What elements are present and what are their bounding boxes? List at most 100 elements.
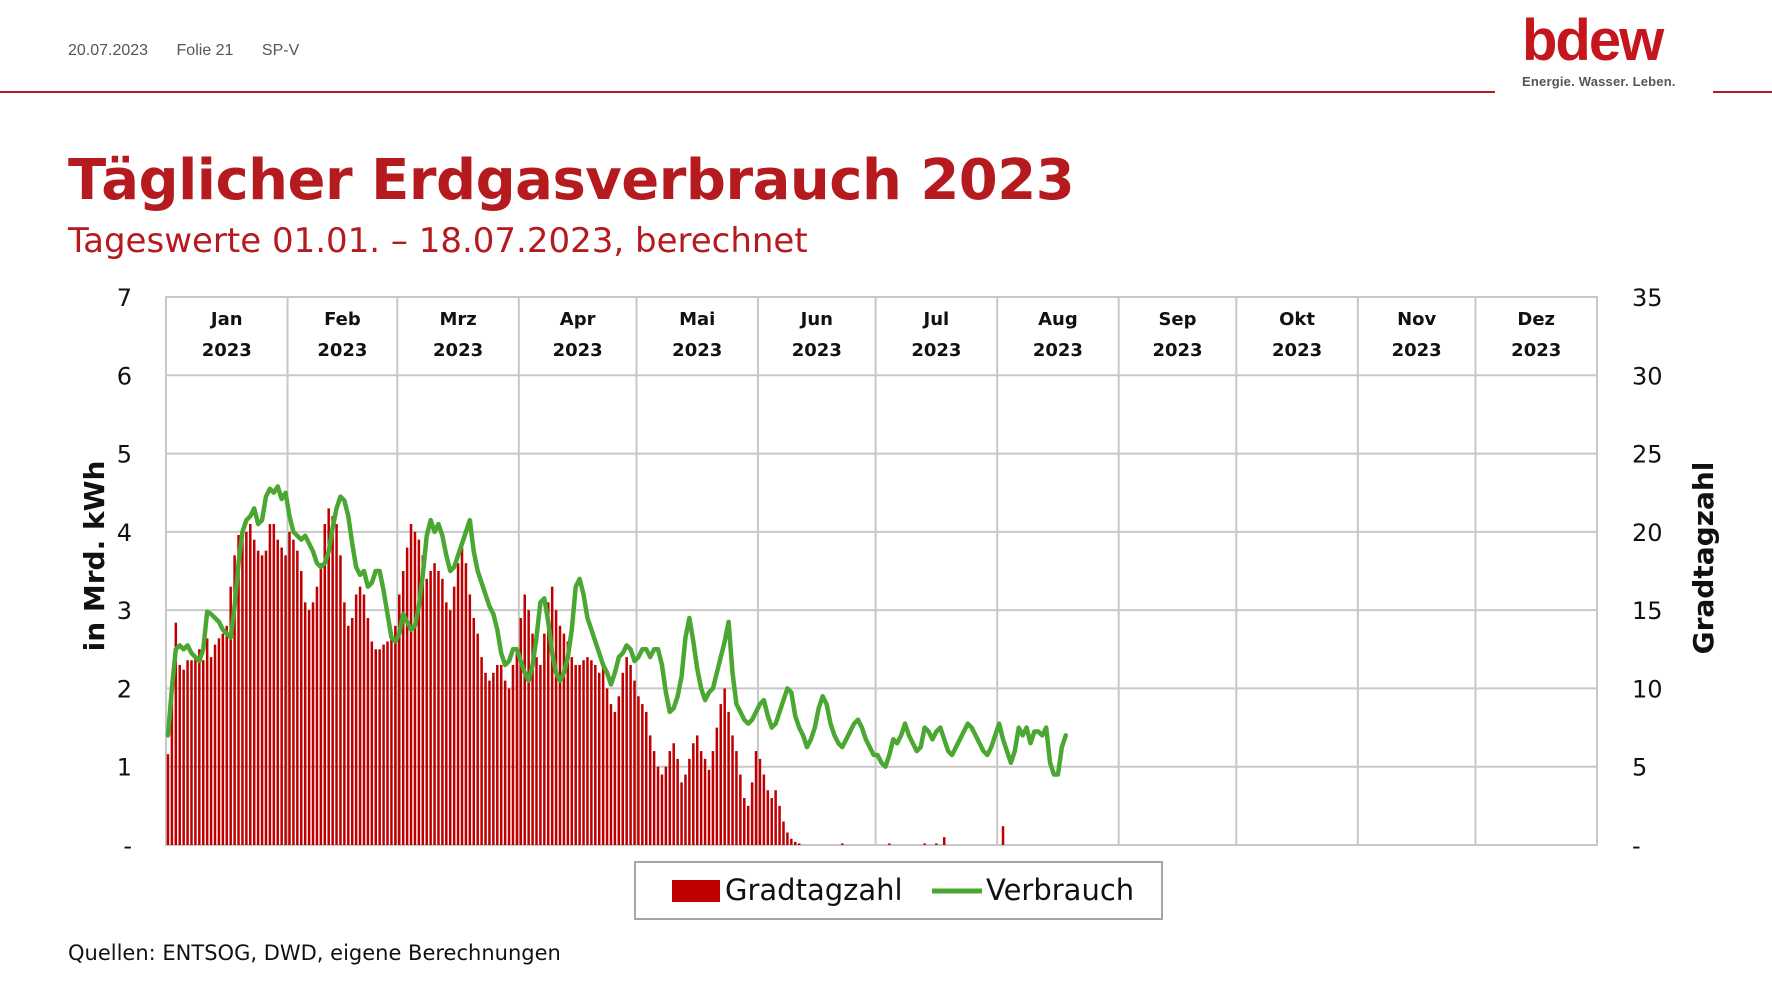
gradtagzahl-bar [362,594,366,845]
axis-layer: Jan2023Feb2023Mrz2023Apr2023Mai2023Jun20… [78,284,1720,860]
gradtagzahl-bar [186,660,189,845]
gradtagzahl-bar [699,751,703,845]
y-tick-left: 6 [117,362,132,390]
gradtagzahl-bar [601,664,605,845]
gradtagzahl-bar [707,769,711,845]
gradtagzahl-bar [668,751,672,845]
header-slide-number: Folie 21 [176,42,234,59]
gradtagzahl-bar [523,594,526,845]
gradtagzahl-bar [331,516,334,845]
y-tick-right: - [1632,832,1641,860]
gradtagzahl-bar [300,571,303,845]
gradtagzahl-bar [480,657,483,845]
gradtagzahl-bar [350,617,354,845]
gradtagzahl-bar [205,638,209,845]
gradtagzahl-bar [386,641,389,845]
header-department: SP-V [261,42,300,59]
gradtagzahl-bar [597,672,601,845]
gradtagzahl-bar [194,657,197,845]
gradtagzahl-bar [746,805,750,845]
month-year-label: 2023 [317,340,367,361]
page-title: Täglicher Erdgasverbrauch 2023 [68,148,1075,213]
gradtagzahl-bar [793,841,797,845]
gradtagzahl-bar [256,550,260,845]
month-label: Dez [1517,309,1555,330]
gradtagzahl-bar [684,774,687,845]
gradtagzahl-bar [339,555,342,845]
y-tick-right: 10 [1632,675,1663,703]
y-tick-right: 15 [1632,597,1663,625]
gradtagzahl-bar [586,657,589,845]
gradtagzahl-bar [531,633,534,845]
gradtagzahl-bar [413,531,417,845]
gradtagzahl-bar [923,843,926,845]
gradtagzahl-bar [688,758,691,845]
gradtagzahl-bar [735,751,738,845]
gradtagzahl-bar [217,638,221,845]
gradtagzahl-bar [558,625,562,845]
gradtagzahl-bar [417,539,421,845]
gradtagzahl-bar [272,524,276,845]
gradtagzahl-bar [652,751,656,845]
gradtagzahl-bar [609,704,613,845]
gradtagzahl-bar [311,602,315,845]
gradtagzahl-bar [888,843,891,845]
header-date: 20.07.2023 [68,42,149,59]
gradtagzahl-bar [766,790,770,845]
gradtagzahl-bar [280,547,283,845]
gradtagzahl-bar [562,633,566,845]
gradtagzahl-bar [743,798,746,845]
gradtagzahl-bar [468,594,472,845]
month-year-label: 2023 [1033,340,1083,361]
gradtagzahl-bar [594,664,597,845]
gradtagzahl-bar [288,531,291,845]
month-label: Mrz [439,309,476,330]
gradtagzahl-bar [472,617,476,845]
gradtagzahl-bar [841,843,844,845]
month-year-label: 2023 [202,340,252,361]
gradtagzahl-bar [645,711,648,845]
gradtagzahl-bar [374,649,378,845]
gradtagzahl-bar [605,688,609,845]
gradtagzahl-bar [229,586,232,845]
month-year-label: 2023 [1511,340,1561,361]
gradtagzahl-bar [786,832,789,845]
y-axis-title-left: in Mrd. kWh [78,461,111,652]
gradtagzahl-bar [405,547,409,845]
gradtagzahl-bar [398,594,401,845]
month-year-label: 2023 [433,340,483,361]
gradtagzahl-bar [464,563,468,845]
gradtagzahl-bar [437,571,440,845]
gradtagzahl-bar [241,528,244,845]
gradtagzahl-bar [198,649,201,845]
gradtagzahl-bar [319,563,323,845]
gradtagzahl-bar [629,664,632,845]
gradtagzahl-bar [695,735,699,845]
gradtagzahl-bar [178,664,181,845]
gradtagzahl-bar [672,743,675,845]
gradtagzahl-bar [201,660,205,845]
month-label: Mai [679,309,715,330]
month-year-label: 2023 [1392,340,1442,361]
gradtagzahl-bar [797,843,801,845]
month-year-label: 2023 [672,340,722,361]
gradtagzahl-bar [448,610,452,845]
gradtagzahl-bar [692,743,695,845]
y-tick-left: 2 [117,675,132,703]
gradtagzahl-bar [790,838,793,845]
gradtagzahl-bar [519,617,523,845]
gradtagzahl-bar [335,524,338,845]
y-tick-right: 25 [1632,441,1663,469]
gradtagzahl-bar [770,798,773,845]
gradtagzahl-bar [664,766,668,845]
gradtagzahl-bar [527,610,530,845]
gradtagzahl-bar [621,672,624,845]
gradtagzahl-bar [719,704,723,845]
gradtagzahl-bar [252,539,256,845]
gradtagzahl-bar [445,602,448,845]
y-tick-left: 5 [117,441,132,469]
gradtagzahl-bar [327,508,330,845]
gradtagzahl-bar [782,821,785,845]
gradtagzahl-bar [503,680,507,845]
y-tick-left: - [123,832,132,860]
